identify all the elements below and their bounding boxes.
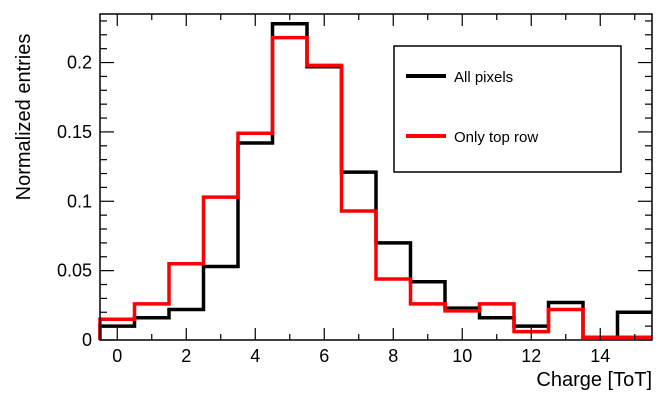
x-tick-label: 12 bbox=[521, 346, 541, 366]
x-axis-title: Charge [ToT] bbox=[536, 369, 652, 391]
x-tick-label: 8 bbox=[388, 346, 398, 366]
y-tick-label: 0 bbox=[82, 330, 92, 350]
y-tick-label: 0.1 bbox=[67, 191, 92, 211]
legend: All pixels Only top row bbox=[393, 45, 622, 173]
y-tick-label: 0.05 bbox=[57, 261, 92, 281]
x-tick-label: 14 bbox=[590, 346, 610, 366]
x-tick-label: 2 bbox=[181, 346, 191, 366]
y-axis-title: Normalized entries bbox=[13, 34, 35, 201]
x-tick-label: 0 bbox=[112, 346, 122, 366]
x-tick-label: 6 bbox=[319, 346, 329, 366]
legend-label-all-pixels: All pixels bbox=[454, 69, 513, 86]
x-tick-label: 10 bbox=[452, 346, 472, 366]
y-tick-label: 0.15 bbox=[57, 122, 92, 142]
plot-frame bbox=[99, 13, 653, 341]
legend-box bbox=[393, 45, 622, 173]
legend-label-only-top-row: Only top row bbox=[454, 129, 538, 146]
x-tick-label: 4 bbox=[250, 346, 260, 366]
series-line-only-top-row bbox=[98, 35, 652, 340]
y-tick-label: 0.2 bbox=[67, 53, 92, 73]
series-layer bbox=[98, 21, 652, 340]
ticks-layer: 0 2 4 6 8 10 12 14 0 0.05 0.1 0.15 0.2 bbox=[57, 14, 652, 366]
